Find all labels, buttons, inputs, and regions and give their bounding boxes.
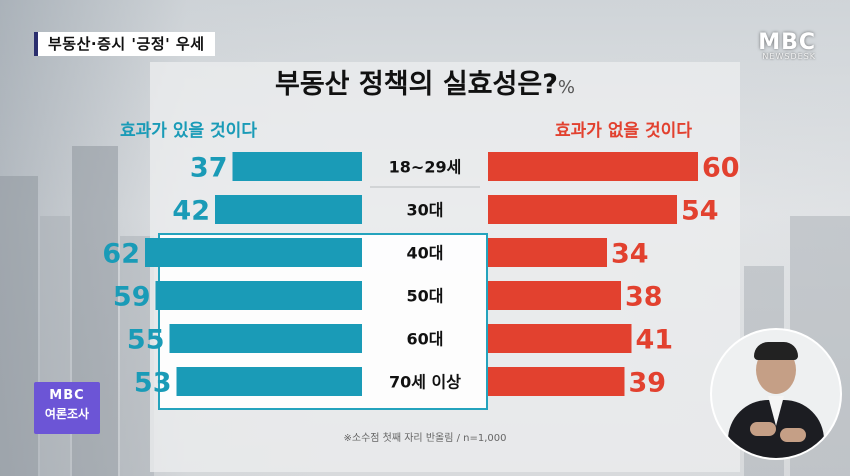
chart-title-text: 부동산 정책의 실효성은? bbox=[275, 69, 558, 100]
chart-title: 부동산 정책의 실효성은?% bbox=[0, 62, 850, 101]
headline-tag: 부동산·증시 '긍정' 우세 bbox=[34, 32, 215, 56]
effective-value-label: 55 bbox=[127, 325, 165, 356]
effective-bar bbox=[232, 152, 362, 181]
chart-title-unit: % bbox=[557, 77, 575, 98]
not-effective-bar bbox=[488, 195, 677, 224]
effective-bar bbox=[145, 238, 362, 267]
category-label: 18~29세 bbox=[389, 158, 462, 177]
not-effective-value-label: 34 bbox=[611, 239, 649, 270]
not-effective-bar bbox=[488, 238, 607, 267]
background-building bbox=[0, 176, 38, 476]
interpreter-hand bbox=[750, 422, 776, 436]
footnote: ※소수점 첫째 자리 반올림 / n=1,000 bbox=[343, 433, 507, 444]
category-label: 70세 이상 bbox=[389, 373, 461, 392]
effective-value-label: 62 bbox=[102, 239, 140, 270]
not-effective-value-label: 39 bbox=[629, 368, 667, 399]
not-effective-value-label: 54 bbox=[681, 196, 719, 227]
effective-bar bbox=[176, 367, 362, 396]
effective-value-label: 59 bbox=[113, 282, 151, 313]
background-building bbox=[120, 236, 154, 476]
not-effective-bar bbox=[488, 152, 698, 181]
not-effective-label: 효과가 없을 것이다 bbox=[555, 121, 692, 141]
poll-badge-text: 여론조사 bbox=[44, 407, 90, 421]
broadcaster-logo-sub: NEWSDESK bbox=[762, 52, 816, 61]
effective-bar bbox=[169, 324, 362, 353]
not-effective-value-label: 38 bbox=[625, 282, 663, 313]
category-label: 30대 bbox=[407, 201, 444, 220]
not-effective-value-label: 41 bbox=[636, 325, 674, 356]
effective-value-label: 42 bbox=[172, 196, 210, 227]
effective-label: 효과가 있을 것이다 bbox=[120, 121, 257, 141]
effective-value-label: 53 bbox=[134, 368, 172, 399]
poll-badge-brand: MBC bbox=[49, 388, 85, 403]
effective-bar bbox=[155, 281, 362, 310]
category-label: 40대 bbox=[407, 244, 444, 263]
broadcaster-logo: MBC NEWSDESK bbox=[758, 30, 816, 61]
not-effective-value-label: 60 bbox=[702, 153, 740, 184]
interpreter-hand bbox=[780, 428, 806, 442]
not-effective-bar bbox=[488, 324, 632, 353]
category-label: 60대 bbox=[407, 330, 444, 349]
not-effective-bar bbox=[488, 281, 621, 310]
sign-language-interpreter bbox=[712, 330, 840, 458]
poll-badge: MBC 여론조사 bbox=[34, 382, 100, 434]
effective-value-label: 37 bbox=[190, 153, 228, 184]
not-effective-bar bbox=[488, 367, 625, 396]
interpreter-hair bbox=[754, 342, 798, 360]
category-label: 50대 bbox=[407, 287, 444, 306]
broadcaster-logo-mark: MBC bbox=[758, 30, 816, 55]
effective-bar bbox=[215, 195, 362, 224]
